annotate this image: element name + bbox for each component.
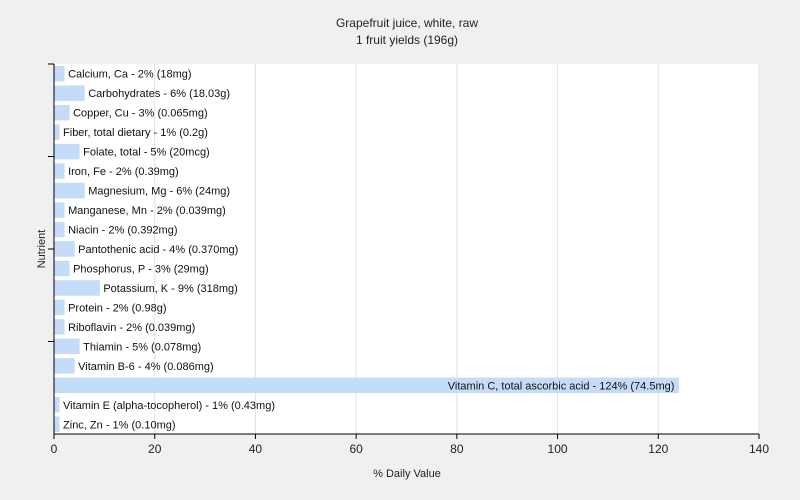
bar-label: Copper, Cu - 3% (0.065mg) xyxy=(73,108,208,120)
x-tick-label: 0 xyxy=(51,442,58,456)
x-tick-label: 80 xyxy=(450,442,464,456)
bar-label: Manganese, Mn - 2% (0.039mg) xyxy=(68,205,226,217)
x-tick-label: 120 xyxy=(648,442,668,456)
bar xyxy=(54,319,65,335)
bar xyxy=(54,358,75,374)
bar-label: Phosphorus, P - 3% (29mg) xyxy=(73,263,209,275)
bar-label: Vitamin C, total ascorbic acid - 124% (7… xyxy=(448,380,675,392)
bar xyxy=(54,65,65,82)
bar-label: Potassium, K - 9% (318mg) xyxy=(103,283,238,295)
x-tick-label: 60 xyxy=(349,442,363,456)
x-tick-label: 20 xyxy=(148,442,162,456)
bar-label: Pantothenic acid - 4% (0.370mg) xyxy=(78,244,238,256)
chart-subtitle: 1 fruit yields (196g) xyxy=(356,33,458,47)
bar xyxy=(54,104,70,121)
bar-label: Protein - 2% (0.98g) xyxy=(68,302,166,314)
bar-label: Niacin - 2% (0.392mg) xyxy=(68,225,177,237)
bar xyxy=(54,124,60,140)
y-axis-label: Nutrient xyxy=(36,230,48,269)
bar-label: Calcium, Ca - 2% (18mg) xyxy=(68,69,191,81)
bar-label: Zinc, Zn - 1% (0.10mg) xyxy=(63,419,175,431)
bar-label: Magnesium, Mg - 6% (24mg) xyxy=(88,186,230,198)
bar xyxy=(54,377,679,394)
bar xyxy=(54,241,75,257)
bar xyxy=(54,299,65,316)
bar xyxy=(54,143,80,160)
plot-area xyxy=(54,64,759,434)
bar xyxy=(54,182,85,199)
bar xyxy=(54,260,70,277)
x-tick-label: 100 xyxy=(548,442,568,456)
bar-label: Riboflavin - 2% (0.039mg) xyxy=(68,322,195,334)
x-tick-label: 40 xyxy=(249,442,263,456)
bar xyxy=(54,416,60,433)
bar xyxy=(54,338,80,355)
bar-label: Thiamin - 5% (0.078mg) xyxy=(83,341,201,353)
bar xyxy=(54,163,65,179)
bar xyxy=(54,85,85,101)
x-axis-label: % Daily Value xyxy=(373,468,441,480)
bar xyxy=(54,221,65,238)
bar-label: Folate, total - 5% (20mcg) xyxy=(83,147,210,159)
bar-label: Vitamin B-6 - 4% (0.086mg) xyxy=(78,361,214,373)
bar-label: Vitamin E (alpha-tocopherol) - 1% (0.43m… xyxy=(63,400,275,412)
bars-group: Calcium, Ca - 2% (18mg) Carbohydrates - 6… xyxy=(54,65,679,433)
bar-label: Carbohydrates - 6% (18.03g) xyxy=(88,88,230,100)
bar-label: Fiber, total dietary - 1% (0.2g) xyxy=(63,127,208,139)
x-tick-label: 140 xyxy=(749,442,769,456)
bar-label: Iron, Fe - 2% (0.39mg) xyxy=(68,166,179,178)
chart-title: Grapefruit juice, white, raw xyxy=(336,16,478,30)
bar xyxy=(54,280,100,296)
bar xyxy=(54,202,65,218)
bar xyxy=(54,397,60,413)
axes-group xyxy=(48,63,759,435)
grid-lines xyxy=(154,64,760,434)
x-ticks-group: 0 20 40 60 80 100 120 140 xyxy=(51,434,769,456)
